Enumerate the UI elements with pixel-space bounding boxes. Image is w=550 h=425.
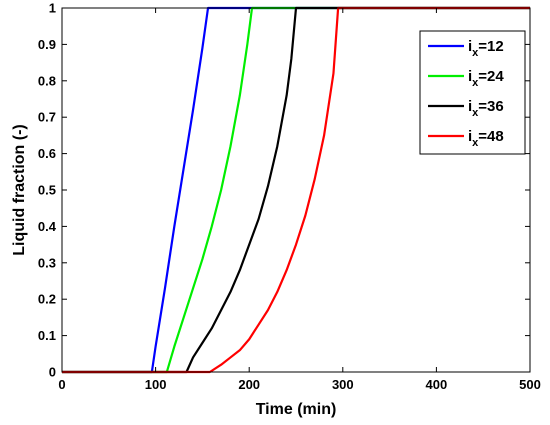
y-tick-label: 0.1 <box>38 328 56 343</box>
x-tick-label: 200 <box>238 377 260 392</box>
legend: ix=12 ix=24 ix=36 ix=48 <box>419 30 526 155</box>
series-layer <box>62 6 530 374</box>
y-tick-label: 0.2 <box>38 292 56 307</box>
legend-entry-label: ix=48 <box>468 128 504 149</box>
y-tick-label: 0.6 <box>38 146 56 161</box>
y-axis: 0 0.1 0.2 0.3 0.4 0.5 0.6 0.7 0.8 0.9 1 <box>38 1 530 380</box>
legend-box <box>419 30 526 155</box>
series-line-2 <box>62 6 530 374</box>
x-tick-label: 500 <box>519 377 541 392</box>
y-tick-label: 0.4 <box>38 219 57 234</box>
y-tick-label: 0 <box>49 365 56 380</box>
legend-entry-label: ix=12 <box>468 38 504 59</box>
series-line-1 <box>62 6 530 374</box>
x-axis-label: Time (min) <box>256 401 337 418</box>
series-line-4 <box>62 6 530 374</box>
legend-entry-label: ix=24 <box>468 68 504 89</box>
x-axis: 0 100 200 300 400 500 <box>58 8 541 392</box>
x-tick-label: 400 <box>426 377 448 392</box>
x-tick-label: 0 <box>58 377 65 392</box>
x-tick-label: 100 <box>145 377 167 392</box>
y-tick-label: 0.9 <box>38 37 56 52</box>
y-tick-label: 0.7 <box>38 110 56 125</box>
x-tick-label: 300 <box>332 377 354 392</box>
y-tick-label: 0.8 <box>38 73 56 88</box>
y-tick-label: 1 <box>49 1 56 16</box>
y-axis-label: Liquid fraction (-) <box>11 124 28 256</box>
legend-entry-label: ix=36 <box>468 98 504 119</box>
y-tick-label: 0.5 <box>38 183 56 198</box>
series-line-3 <box>62 6 530 374</box>
y-tick-label: 0.3 <box>38 255 56 270</box>
